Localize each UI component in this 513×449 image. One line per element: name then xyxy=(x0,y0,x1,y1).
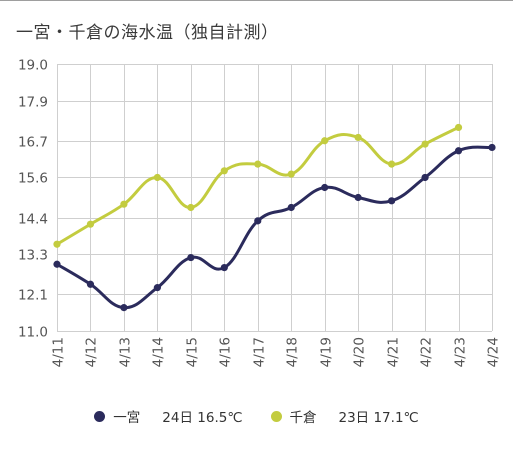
y-tick-label: 14.4 xyxy=(18,212,48,228)
x-tick-label: 4/21 xyxy=(386,337,402,367)
data-point-ichinomiya[interactable] xyxy=(220,263,228,272)
data-point-chikura[interactable] xyxy=(287,170,295,178)
x-tick-label: 4/15 xyxy=(185,337,201,367)
data-point-ichinomiya[interactable] xyxy=(421,173,429,182)
x-tick-label: 4/22 xyxy=(419,337,435,367)
grid-layer xyxy=(57,64,493,332)
data-point-ichinomiya[interactable] xyxy=(488,143,496,152)
y-tick-label: 13.3 xyxy=(18,248,48,264)
data-point-chikura[interactable] xyxy=(120,200,128,208)
data-point-ichinomiya[interactable] xyxy=(153,284,161,292)
data-point-chikura[interactable] xyxy=(321,137,329,145)
legend-item-ichinomiya[interactable]: 一宮 24日 16.5℃ xyxy=(94,406,243,426)
x-tick-label: 4/11 xyxy=(51,337,67,367)
x-tick-label: 4/17 xyxy=(252,337,268,367)
legend-summary-chikura: 23日 17.1℃ xyxy=(338,410,419,426)
data-point-ichinomiya[interactable] xyxy=(287,203,295,212)
data-point-chikura[interactable] xyxy=(187,203,195,212)
legend-summary-ichinomiya: 24日 16.5℃ xyxy=(162,410,243,426)
top-rule xyxy=(0,0,513,1)
data-point-chikura[interactable] xyxy=(153,173,161,182)
data-point-ichinomiya[interactable] xyxy=(388,197,396,205)
data-point-chikura[interactable] xyxy=(86,220,95,228)
data-point-ichinomiya[interactable] xyxy=(454,147,463,155)
chart-title: 一宮・千倉の海水温（独自計測） xyxy=(16,23,279,43)
data-point-ichinomiya[interactable] xyxy=(187,253,195,262)
legend-label-chikura: 千倉 xyxy=(289,410,317,426)
legend-marker-chikura xyxy=(270,410,282,422)
data-point-ichinomiya[interactable] xyxy=(321,183,329,192)
data-point-ichinomiya[interactable] xyxy=(254,217,262,225)
x-tick-label: 4/24 xyxy=(486,337,502,367)
y-tick-label: 16.7 xyxy=(18,135,48,151)
tick-layer: 11.0 12.1 13.3 14.4 15.6 16.7 17.9 19.0 4/11 4/12… xyxy=(18,58,502,368)
x-tick-label: 4/19 xyxy=(319,337,335,367)
legend-label-ichinomiya: 一宮 xyxy=(113,410,141,426)
data-point-chikura[interactable] xyxy=(220,167,228,175)
data-point-chikura[interactable] xyxy=(454,123,463,132)
data-point-chikura[interactable] xyxy=(388,160,396,168)
data-point-ichinomiya[interactable] xyxy=(86,280,95,288)
x-tick-label: 4/14 xyxy=(151,337,167,367)
x-tick-label: 4/13 xyxy=(118,337,134,367)
x-tick-label: 4/12 xyxy=(84,337,100,367)
data-point-ichinomiya[interactable] xyxy=(53,260,61,268)
y-tick-label: 11.0 xyxy=(18,325,48,341)
y-tick-label: 12.1 xyxy=(18,288,48,304)
x-tick-label: 4/18 xyxy=(285,337,301,367)
x-tick-label: 4/16 xyxy=(218,337,234,367)
legend-item-chikura[interactable]: 千倉 23日 17.1℃ xyxy=(270,406,419,426)
series-line-chikura xyxy=(55,125,461,246)
data-point-chikura[interactable] xyxy=(53,240,61,248)
legend-marker-ichinomiya xyxy=(94,410,106,422)
data-point-chikura[interactable] xyxy=(354,133,362,142)
x-tick-label: 4/23 xyxy=(453,337,469,367)
data-point-chikura[interactable] xyxy=(254,160,262,168)
data-point-ichinomiya[interactable] xyxy=(120,304,128,312)
y-tick-label: 19.0 xyxy=(18,58,48,74)
legend: 一宮 24日 16.5℃ 千倉 23日 17.1℃ xyxy=(0,406,513,426)
series-layer xyxy=(53,123,496,312)
x-tick-label: 4/20 xyxy=(352,337,368,367)
y-tick-label: 17.9 xyxy=(18,95,48,111)
y-tick-label: 15.6 xyxy=(18,171,48,187)
data-point-chikura[interactable] xyxy=(421,140,429,148)
data-point-ichinomiya[interactable] xyxy=(354,193,362,202)
